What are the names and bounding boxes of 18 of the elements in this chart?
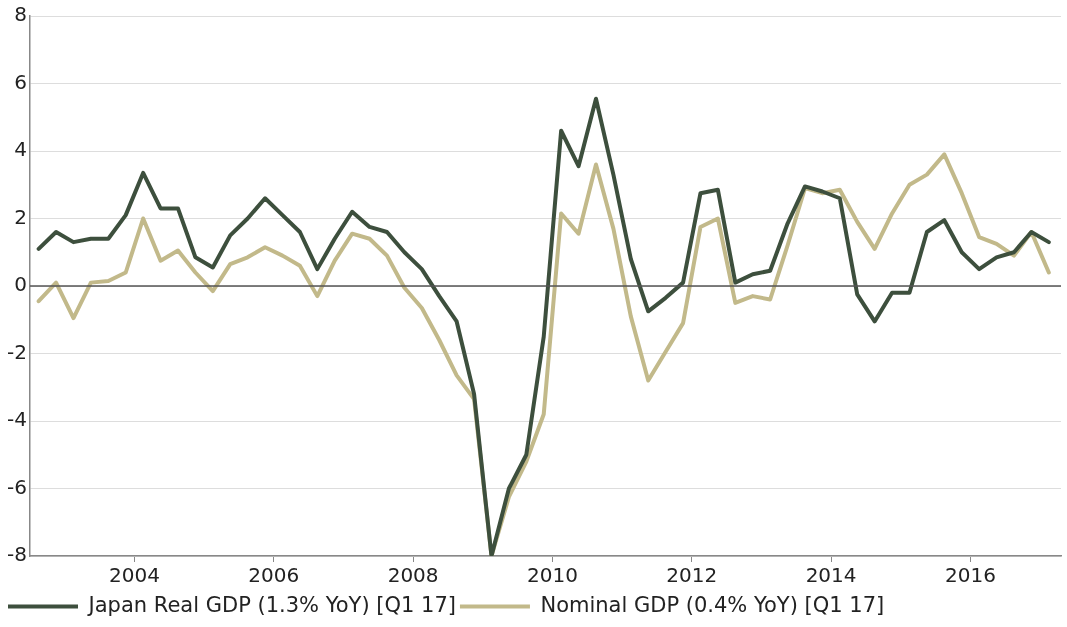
legend-label: Nominal GDP (0.4% YoY) [Q1 17] xyxy=(540,592,885,617)
x-tick-label: 2014 xyxy=(805,563,857,588)
y-tick-label: 8 xyxy=(14,2,27,27)
legend-label: Japan Real GDP (1.3% YoY) [Q1 17] xyxy=(86,592,456,617)
x-tick-label: 2008 xyxy=(387,563,439,588)
x-tick-label: 2004 xyxy=(108,563,160,588)
x-tick-label: 2012 xyxy=(666,563,718,588)
x-tick-label: 2006 xyxy=(248,563,300,588)
y-tick-label: -2 xyxy=(6,339,27,364)
y-tick-label: 6 xyxy=(14,69,27,94)
y-tick-label: 0 xyxy=(14,272,27,297)
x-tick-label: 2016 xyxy=(944,563,996,588)
y-tick-label: -8 xyxy=(6,542,27,567)
y-tick-label: 2 xyxy=(14,204,27,229)
y-tick-label: 4 xyxy=(14,137,27,162)
y-tick-label: -6 xyxy=(6,474,27,499)
y-tick-label: -4 xyxy=(6,407,27,432)
x-tick-label: 2010 xyxy=(526,563,578,588)
